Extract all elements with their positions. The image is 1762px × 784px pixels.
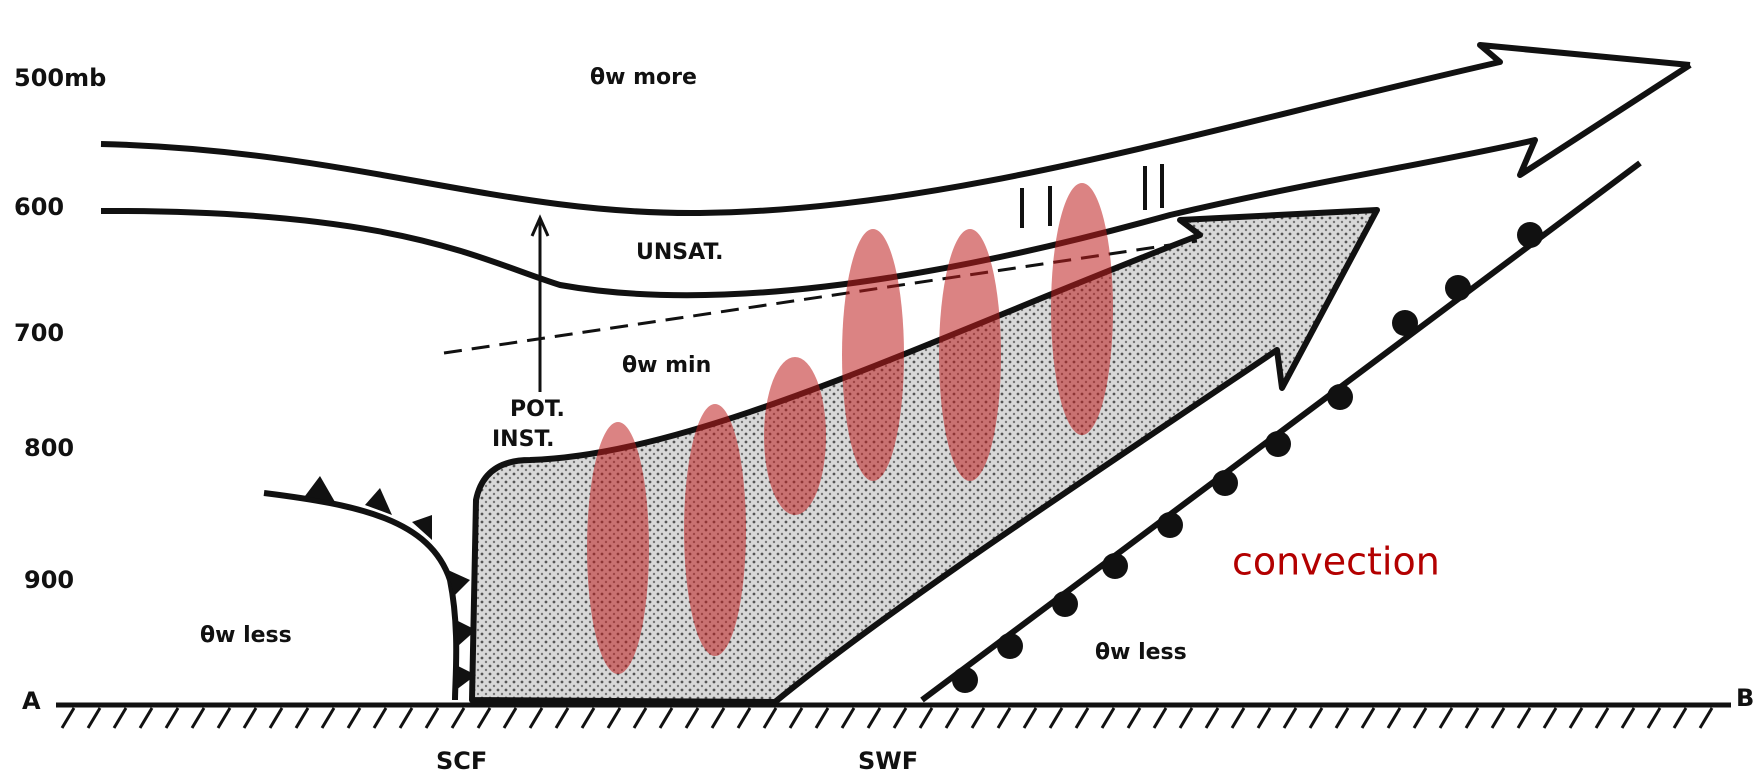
hatch-stroke (244, 708, 256, 728)
hatch-stroke (1024, 708, 1036, 728)
hatch-stroke (1232, 708, 1244, 728)
hatch-stroke (1154, 708, 1166, 728)
hatch-stroke (322, 708, 334, 728)
hatch-stroke (1388, 708, 1400, 728)
theta-less-label: θw less (200, 623, 292, 648)
pressure-label: 800 (24, 434, 74, 462)
hatch-stroke (348, 708, 360, 728)
hatch-stroke (478, 708, 490, 728)
theta-min-label: θw min (622, 353, 711, 378)
hatch-stroke (296, 708, 308, 728)
hatch-stroke (1284, 708, 1296, 728)
hatch-stroke (582, 708, 594, 728)
hatch-stroke (764, 708, 776, 728)
scf-label: SCF (436, 747, 487, 775)
hatch-stroke (166, 708, 178, 728)
hatch-stroke (1596, 708, 1608, 728)
hatch-stroke (998, 708, 1010, 728)
hatch-stroke (452, 708, 464, 728)
hatch-stroke (842, 708, 854, 728)
hatch-stroke (1648, 708, 1660, 728)
pressure-label: 600 (14, 193, 64, 221)
hatch-stroke (894, 708, 906, 728)
hatch-stroke (1570, 708, 1582, 728)
convection-annotation: convection (1232, 540, 1440, 584)
hatch-stroke (1050, 708, 1062, 728)
hatch-stroke (1336, 708, 1348, 728)
hatch-stroke (1310, 708, 1322, 728)
hatch-stroke (1700, 708, 1712, 728)
hatch-stroke (270, 708, 282, 728)
hatch-stroke (816, 708, 828, 728)
hatch-stroke (88, 708, 100, 728)
hatch-stroke (192, 708, 204, 728)
hatch-stroke (218, 708, 230, 728)
diagram: 500mb 600 700 800 900 θw more UNSAT. θw … (0, 0, 1762, 784)
hatch-stroke (1206, 708, 1218, 728)
hatch-stroke (1544, 708, 1556, 728)
pressure-label: 500mb (14, 64, 106, 92)
hatch-stroke (946, 708, 958, 728)
hatch-stroke (738, 708, 750, 728)
theta-less-label: θw less (1095, 640, 1187, 665)
hatch-stroke (1414, 708, 1426, 728)
hatch-stroke (374, 708, 386, 728)
hatch-stroke (1076, 708, 1088, 728)
hatch-stroke (504, 708, 516, 728)
hatch-stroke (1258, 708, 1270, 728)
hatch-stroke (1180, 708, 1192, 728)
hatch-stroke (712, 708, 724, 728)
swf-label: SWF (858, 747, 918, 775)
inst-label: INST. (492, 427, 554, 452)
hatch-stroke (1492, 708, 1504, 728)
hatch-stroke (972, 708, 984, 728)
hatch-stroke (608, 708, 620, 728)
point-a-label: A (22, 687, 41, 715)
hatch-stroke (1362, 708, 1374, 728)
pressure-label: 900 (24, 566, 74, 594)
hatch-stroke (634, 708, 646, 728)
upper-flow-top (101, 45, 1690, 213)
pot-label: POT. (510, 397, 565, 422)
hatch-stroke (1102, 708, 1114, 728)
hatch-stroke (1622, 708, 1634, 728)
hatch-stroke (1440, 708, 1452, 728)
hatch-stroke (62, 708, 74, 728)
theta-more-label: θw more (590, 65, 697, 90)
hatch-stroke (1674, 708, 1686, 728)
upper-flow-bottom (101, 65, 1690, 295)
hatch-stroke (790, 708, 802, 728)
hatch-stroke (1518, 708, 1530, 728)
unsat-label: UNSAT. (636, 240, 723, 265)
hatch-stroke (1128, 708, 1140, 728)
hatch-stroke (1466, 708, 1478, 728)
hatch-stroke (426, 708, 438, 728)
hatch-stroke (660, 708, 672, 728)
point-b-label: B (1736, 684, 1754, 712)
ground-hatch (62, 708, 1712, 728)
hatch-stroke (686, 708, 698, 728)
hatch-stroke (114, 708, 126, 728)
hatch-stroke (140, 708, 152, 728)
hatch-stroke (920, 708, 932, 728)
pressure-label: 700 (14, 319, 64, 347)
hatch-stroke (868, 708, 880, 728)
hatch-stroke (556, 708, 568, 728)
hatch-stroke (530, 708, 542, 728)
hatch-stroke (400, 708, 412, 728)
